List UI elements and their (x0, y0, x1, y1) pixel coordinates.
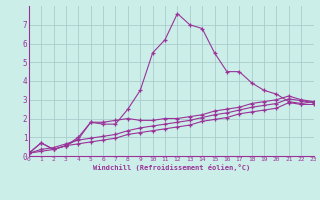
X-axis label: Windchill (Refroidissement éolien,°C): Windchill (Refroidissement éolien,°C) (92, 164, 250, 171)
